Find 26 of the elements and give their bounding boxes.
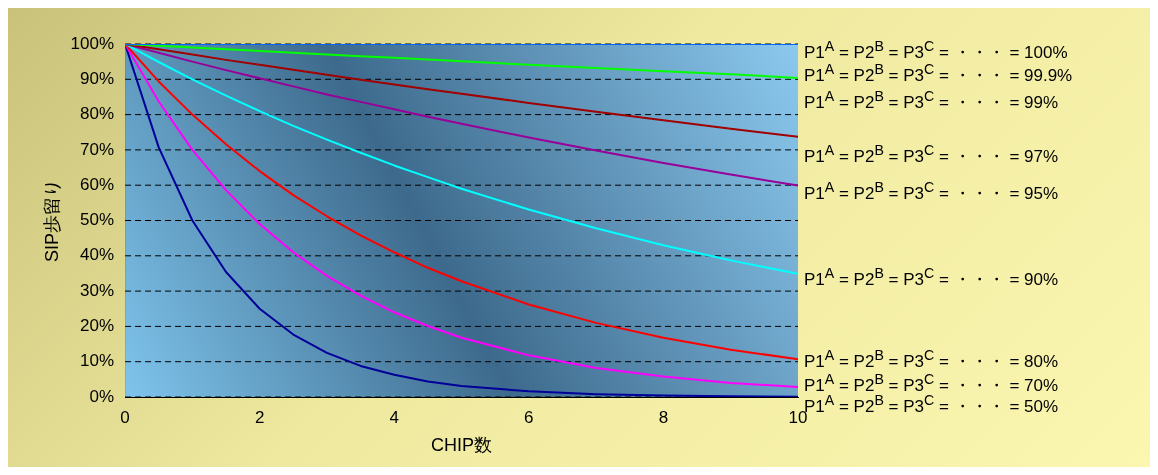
x-tick-label: 6 bbox=[524, 407, 534, 427]
text: P1$^{A}$ = P2$^{B}$ = P3$^{C}$ = ・・・ = 90% bbox=[804, 264, 1059, 290]
y-tick-label: 60% bbox=[80, 174, 115, 194]
y-tick-label: 80% bbox=[80, 104, 115, 124]
y-tick-label: 100% bbox=[70, 33, 115, 53]
text: P1$^{A}$ = P2$^{B}$ = P3$^{C}$ = ・・・ = 99% bbox=[804, 87, 1059, 113]
y-tick-label: 30% bbox=[80, 280, 115, 300]
y-tick-label: 0% bbox=[89, 386, 115, 406]
x-tick-label: 4 bbox=[389, 407, 399, 427]
y-tick-label: 90% bbox=[80, 68, 115, 88]
y-tick-label: 40% bbox=[80, 245, 115, 265]
text: P1$^{A}$ = P2$^{B}$ = P3$^{C}$ = ・・・ = 100% bbox=[804, 37, 1068, 63]
text: P1$^{A}$ = P2$^{B}$ = P3$^{C}$ = ・・・ = 99.9% bbox=[804, 61, 1073, 85]
y-tick-label: 20% bbox=[80, 316, 115, 336]
x-axis-title: CHIP数 bbox=[431, 435, 493, 456]
x-tick-label: 2 bbox=[254, 407, 265, 427]
text: P1$^{A}$ = P2$^{B}$ = P3$^{C}$ = ・・・ = 95% bbox=[804, 178, 1059, 204]
x-tick-label: 0 bbox=[120, 407, 130, 427]
text: P1$^{A}$ = P2$^{B}$ = P3$^{C}$ = ・・・ = 80% bbox=[804, 346, 1059, 372]
y-tick-label: 50% bbox=[80, 210, 115, 230]
y-tick-label: 70% bbox=[80, 139, 115, 159]
y-axis-title: SIP歩留り bbox=[41, 178, 62, 263]
y-tick-label: 10% bbox=[80, 351, 115, 371]
text: P1$^{A}$ = P2$^{B}$ = P3$^{C}$ = ・・・ = 97% bbox=[804, 141, 1059, 167]
x-tick-label: 8 bbox=[658, 407, 669, 427]
text: P1$^{A}$ = P2$^{B}$ = P3$^{C}$ = ・・・ = 70% bbox=[804, 371, 1059, 395]
